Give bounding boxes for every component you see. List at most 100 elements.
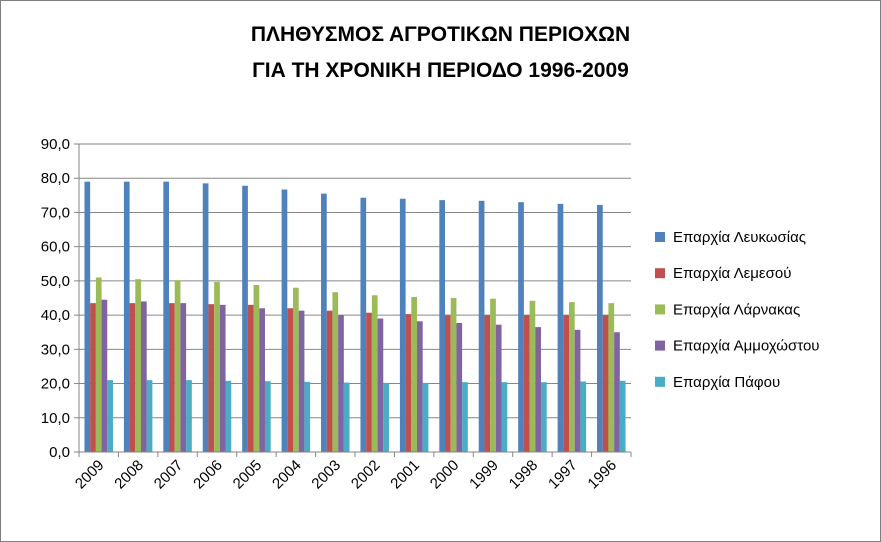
bar-1998-1 <box>523 315 530 452</box>
bar-2005-0 <box>242 185 248 453</box>
bar-2003-4 <box>343 382 350 452</box>
bar-1999-0 <box>478 200 485 452</box>
bar-1997-3 <box>574 329 581 452</box>
bar-2001-0 <box>399 198 406 452</box>
bar-2008-3 <box>140 301 147 452</box>
x-tick-label: 2008 <box>111 457 147 493</box>
bar-2006-0 <box>202 183 209 452</box>
bar-1998-2 <box>529 300 536 452</box>
x-tick-label: 2003 <box>308 457 344 493</box>
bar-2005-3 <box>259 308 265 452</box>
bar-2001-2 <box>411 296 417 452</box>
y-tick-label: 80,0 <box>41 170 70 187</box>
bar-2003-1 <box>326 310 333 452</box>
bar-2004-3 <box>298 310 305 452</box>
bar-1999-4 <box>501 382 508 452</box>
x-tick-label: 2000 <box>427 457 463 493</box>
bar-2009-1 <box>90 303 96 452</box>
x-tick-label: 1998 <box>506 457 542 493</box>
bar-2008-2 <box>135 279 141 452</box>
bar-2001-1 <box>405 314 412 452</box>
bar-2000-1 <box>445 315 451 452</box>
bar-2002-1 <box>366 312 372 452</box>
x-tick-label: 2001 <box>387 457 423 493</box>
y-tick-label: 20,0 <box>41 376 70 393</box>
gridlines <box>79 143 631 453</box>
bar-2000-4 <box>462 382 468 452</box>
y-tick-label: 60,0 <box>41 239 70 256</box>
bar-2000-3 <box>456 322 463 452</box>
bar-2005-2 <box>253 284 260 452</box>
bar-1996-1 <box>602 315 609 452</box>
y-tick-label: 40,0 <box>41 307 70 324</box>
bar-2002-0 <box>360 197 367 452</box>
bar-2006-1 <box>208 304 215 452</box>
bar-2008-0 <box>123 181 130 452</box>
x-tick-label: 1996 <box>584 457 620 493</box>
y-tick-labels: 0,0 10,0 20,0 30,0 40,0 50,0 60,0 70,0 80,0 90,0 <box>41 136 70 461</box>
y-tick-label: 50,0 <box>41 273 70 290</box>
bar-2008-4 <box>146 380 153 452</box>
bar-2000-2 <box>450 298 457 452</box>
x-tick-label: 2007 <box>151 457 187 493</box>
y-tick-label: 90,0 <box>41 136 70 153</box>
bar-2009-0 <box>84 181 91 452</box>
bar-2003-2 <box>332 292 339 452</box>
bar-1997-0 <box>557 203 564 452</box>
bar-2008-1 <box>129 303 136 452</box>
bar-1996-3 <box>614 332 620 452</box>
legend-swatch <box>655 340 665 351</box>
x-tick-label: 2009 <box>72 457 108 493</box>
bar-2001-4 <box>422 382 429 452</box>
y-tick-label: 10,0 <box>41 410 70 427</box>
y-tick-label: 30,0 <box>41 341 70 358</box>
chart-title-line-2: ΓΙΑ ΤΗ ΧΡΟΝΙΚΗ ΠΕΡΙΟΔΟ 1996-2009 <box>252 59 629 82</box>
bar-2007-2 <box>174 280 181 452</box>
x-tick-labels: 2009 2008 2007 2006 2005 2004 2003 2002 2001 2000… <box>72 457 620 493</box>
bar-1997-1 <box>563 315 570 452</box>
y-tick-label: 0,0 <box>49 444 70 461</box>
bar-1998-4 <box>540 382 547 452</box>
bar-2006-2 <box>214 281 220 452</box>
bar-2006-4 <box>225 380 232 452</box>
bar-2002-3 <box>377 318 384 452</box>
bar-1998-0 <box>518 202 524 452</box>
bar-1996-0 <box>597 204 603 452</box>
legend-swatch <box>655 268 665 279</box>
x-tick-label: 2006 <box>190 457 226 493</box>
bar-1999-1 <box>484 315 491 452</box>
bar-1998-3 <box>535 327 541 452</box>
bar-1996-4 <box>619 380 626 452</box>
legend-label: Επαρχία Αμμοχώστου <box>673 338 820 355</box>
bar-2001-3 <box>416 321 423 452</box>
bar-2000-0 <box>439 200 446 452</box>
bar-2007-1 <box>169 303 175 452</box>
x-tick-label: 1997 <box>545 457 581 493</box>
legend: Επαρχία Λευκωσίας Επαρχία Λεμεσού Επαρχία … <box>655 229 820 391</box>
axes <box>74 143 632 457</box>
y-tick-label: 70,0 <box>41 204 70 221</box>
bar-1999-3 <box>495 324 502 452</box>
x-tick-label: 2002 <box>348 457 384 493</box>
x-tick-label: 2005 <box>230 457 266 493</box>
bar-2005-1 <box>247 304 254 452</box>
bar-2004-2 <box>293 287 299 452</box>
bar-1999-2 <box>490 298 496 452</box>
x-tick-label: 1999 <box>466 457 502 493</box>
bar-2009-3 <box>101 299 108 452</box>
bars <box>84 181 626 453</box>
bar-2007-0 <box>163 181 170 452</box>
legend-swatch <box>655 376 665 387</box>
legend-swatch <box>655 232 665 242</box>
legend-label: Επαρχία Λεμεσού <box>673 265 791 282</box>
legend-label: Επαρχία Λάρνακας <box>673 301 800 318</box>
bar-2002-2 <box>371 295 378 452</box>
x-tick-label: 2004 <box>269 457 305 493</box>
bar-1997-2 <box>569 302 575 452</box>
bar-2004-1 <box>287 308 294 452</box>
bar-2003-3 <box>338 315 344 452</box>
legend-swatch <box>655 304 665 315</box>
bar-2006-3 <box>219 304 226 452</box>
bar-2009-4 <box>107 380 113 452</box>
